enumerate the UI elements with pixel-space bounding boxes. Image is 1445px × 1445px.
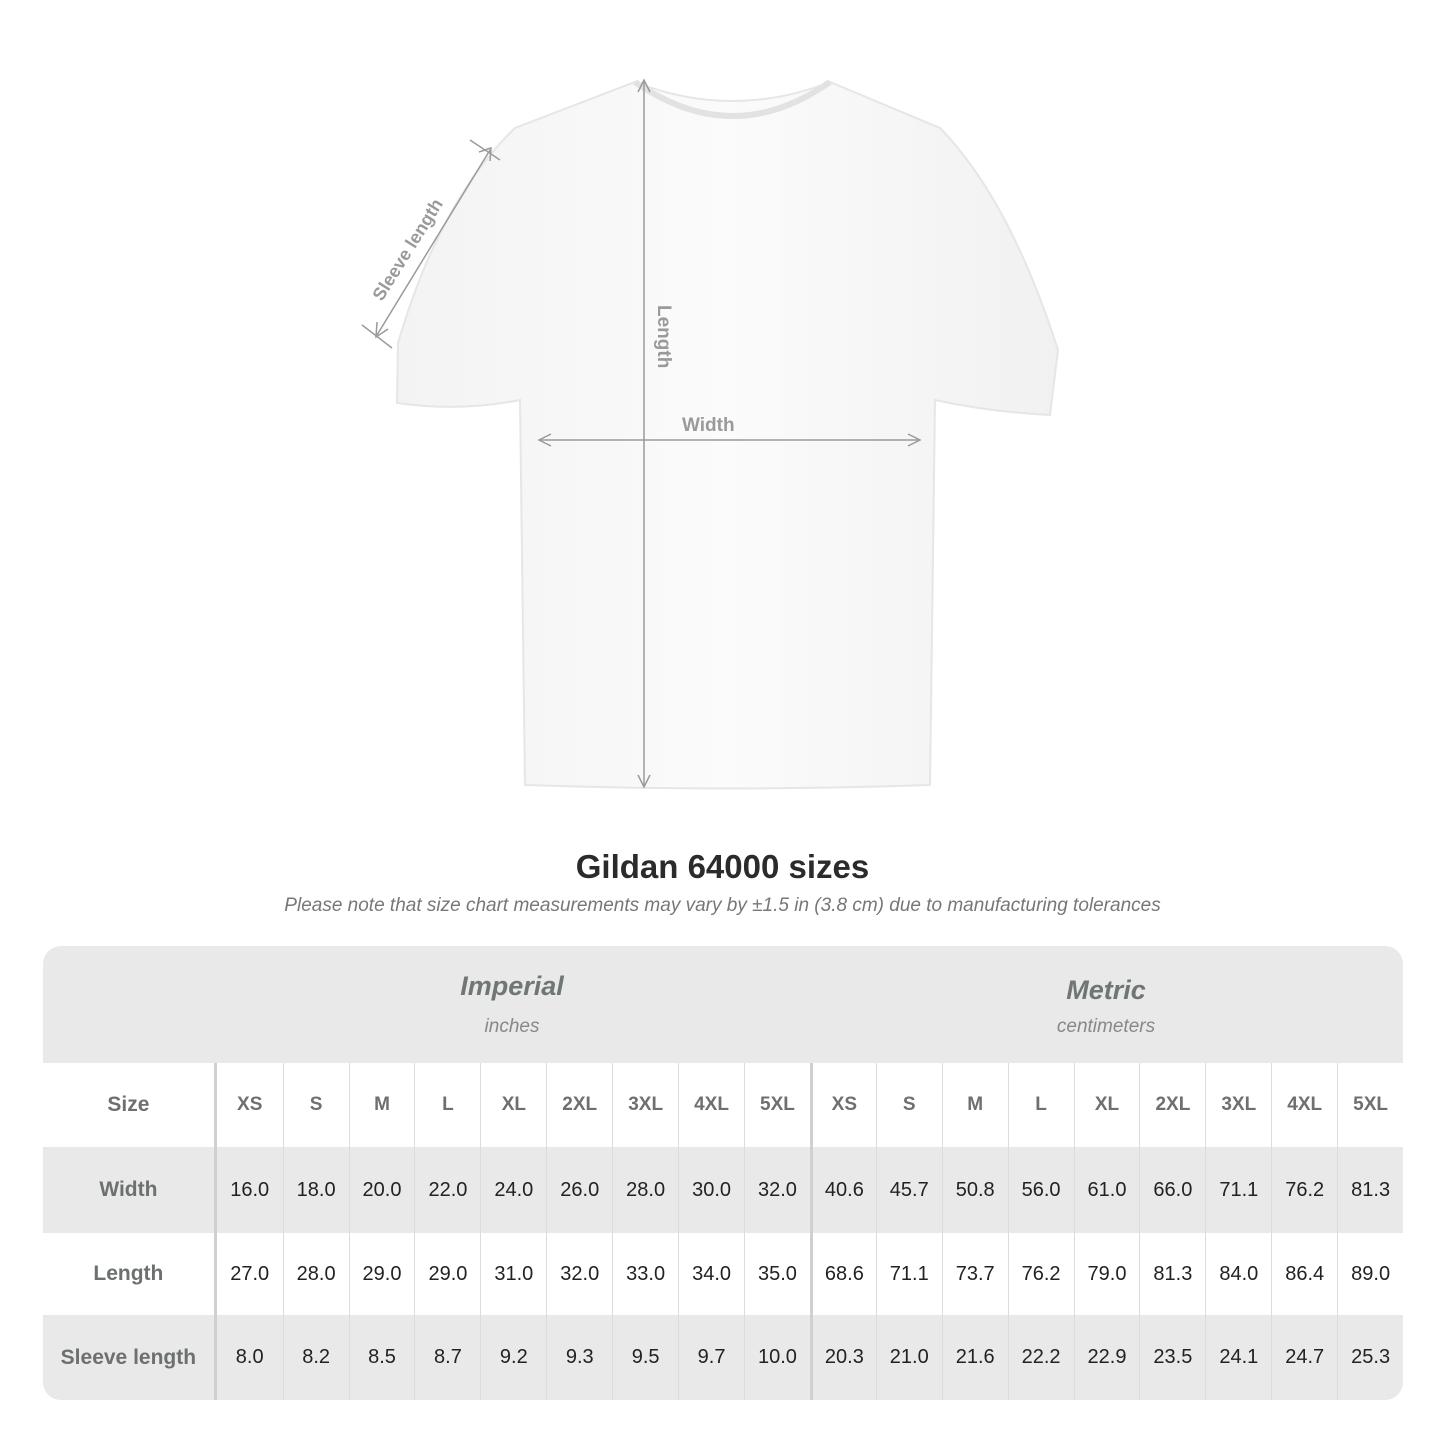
value-cell: 31.0 [480,1233,546,1315]
value-cell: 32.0 [546,1233,612,1315]
value-cell: 22.9 [1073,1315,1140,1400]
tshirt-silhouette [395,80,1060,790]
width-label: Width [682,415,735,436]
size-header-cell: 4XL [678,1063,744,1147]
size-header-cell: XS [237,1094,263,1115]
value-cell: 24.1 [1205,1315,1271,1400]
value-cell: 20.0 [348,1147,415,1233]
imperial-label: Imperial [460,971,564,1001]
imperial-unit: inches [484,1016,540,1037]
value-cell: 71.1 [875,1233,942,1315]
table-row: Width 16.0 18.0 20.0 22.0 24.0 26.0 28.0 30.0 32.… [43,1147,1403,1233]
imperial-header: Imperial inches [215,946,809,1088]
size-header-cell: XS [809,1063,876,1147]
size-table: Imperial inches Metric centimeters Size X… [43,946,1403,1400]
value-cell: 33.0 [612,1233,678,1315]
value-cell: 21.6 [941,1315,1008,1400]
size-header-cell: XL [1073,1063,1140,1147]
value-cell: 35.0 [744,1233,810,1315]
value-cell: 22.0 [414,1147,480,1233]
value-cell: 25.3 [1337,1315,1403,1400]
value-cell: 56.0 [1007,1147,1074,1233]
tolerance-note: Please note that size chart measurements… [284,895,1161,916]
value-cell: 18.0 [282,1147,349,1233]
value-cell: 73.7 [941,1233,1008,1315]
size-header-cell: L [1007,1063,1074,1147]
row-label: Size [43,1063,217,1147]
table-row: Length 27.0 28.0 29.0 29.0 31.0 32.0 33.0 34.0 35… [43,1233,1403,1315]
value-cell: 24.7 [1271,1315,1337,1400]
value-cell: 24.0 [480,1147,546,1233]
size-header-cell: 5XL [1337,1063,1403,1147]
value-cell: 9.3 [546,1315,612,1400]
value-cell: 20.3 [809,1315,876,1400]
size-header-cell: 2XL [546,1063,612,1147]
value-cell: 71.1 [1205,1147,1271,1233]
value-cell: 84.0 [1205,1233,1271,1315]
table-row: Sleeve length 8.0 8.2 8.5 8.7 9.2 9.3 9.5 9.7 10.… [43,1315,1403,1400]
value-cell: 76.2 [1007,1233,1074,1315]
page-title: Gildan 64000 sizes [575,848,870,885]
size-header-cell: 2XL [1139,1063,1205,1147]
value-cell: 81.3 [1337,1147,1403,1233]
value-cell: 16.0 [230,1178,270,1201]
value-cell: 40.6 [809,1147,876,1233]
size-header-cell: 5XL [744,1063,810,1147]
value-cell: 45.7 [875,1147,942,1233]
value-cell: 9.2 [480,1315,546,1400]
value-cell: 8.0 [235,1346,264,1368]
value-cell: 8.7 [414,1315,480,1400]
value-cell: 61.0 [1073,1147,1140,1233]
value-cell: 32.0 [744,1147,810,1233]
value-cell: 8.5 [348,1315,415,1400]
size-header-cell: XL [480,1063,546,1147]
value-cell: 34.0 [678,1233,744,1315]
value-cell: 30.0 [678,1147,744,1233]
row-label: Width [43,1147,217,1233]
value-cell: 8.2 [282,1315,349,1400]
size-header-cell: 3XL [612,1063,678,1147]
value-cell: 9.7 [678,1315,744,1400]
value-cell: 86.4 [1271,1233,1337,1315]
value-cell: 23.5 [1139,1315,1205,1400]
row-label: Length [43,1233,217,1315]
value-cell: 28.0 [282,1233,349,1315]
value-cell: 9.5 [612,1315,678,1400]
size-header-cell: S [875,1063,942,1147]
value-cell: 79.0 [1073,1233,1140,1315]
value-cell: 26.0 [546,1147,612,1233]
value-cell: 81.3 [1139,1233,1205,1315]
size-header-cell: M [348,1063,415,1147]
length-label: Length [653,305,674,368]
value-cell: 29.0 [414,1233,480,1315]
size-header-row: Size XS S M L XL 2XL 3XL 4XL 5XL XS S M L XL 2XL 3XL 4XL 5… [43,1063,1403,1147]
value-cell: 66.0 [1139,1147,1205,1233]
size-header-cell: 4XL [1271,1063,1337,1147]
value-cell: 76.2 [1271,1147,1337,1233]
size-header-cell: S [282,1063,349,1147]
tshirt-diagram: Sleeve length Length Width [361,78,1060,790]
value-cell: 29.0 [348,1233,415,1315]
metric-header: Metric centimeters [809,946,1403,1092]
metric-label: Metric [1066,975,1146,1005]
size-header-cell: M [941,1063,1008,1147]
value-cell: 21.0 [875,1315,942,1400]
metric-unit: centimeters [1056,1016,1156,1037]
value-cell: 89.0 [1337,1233,1403,1315]
value-cell: 10.0 [744,1315,810,1400]
value-cell: 68.6 [809,1233,876,1315]
value-cell: 22.2 [1007,1315,1074,1400]
measure-arrows [361,78,922,789]
value-cell: 50.8 [941,1147,1008,1233]
value-cell: 27.0 [230,1262,270,1285]
size-header-cell: 3XL [1205,1063,1271,1147]
size-header-cell: L [414,1063,480,1147]
row-label: Sleeve length [43,1315,217,1400]
value-cell: 28.0 [612,1147,678,1233]
tshirt-collar [633,79,832,119]
